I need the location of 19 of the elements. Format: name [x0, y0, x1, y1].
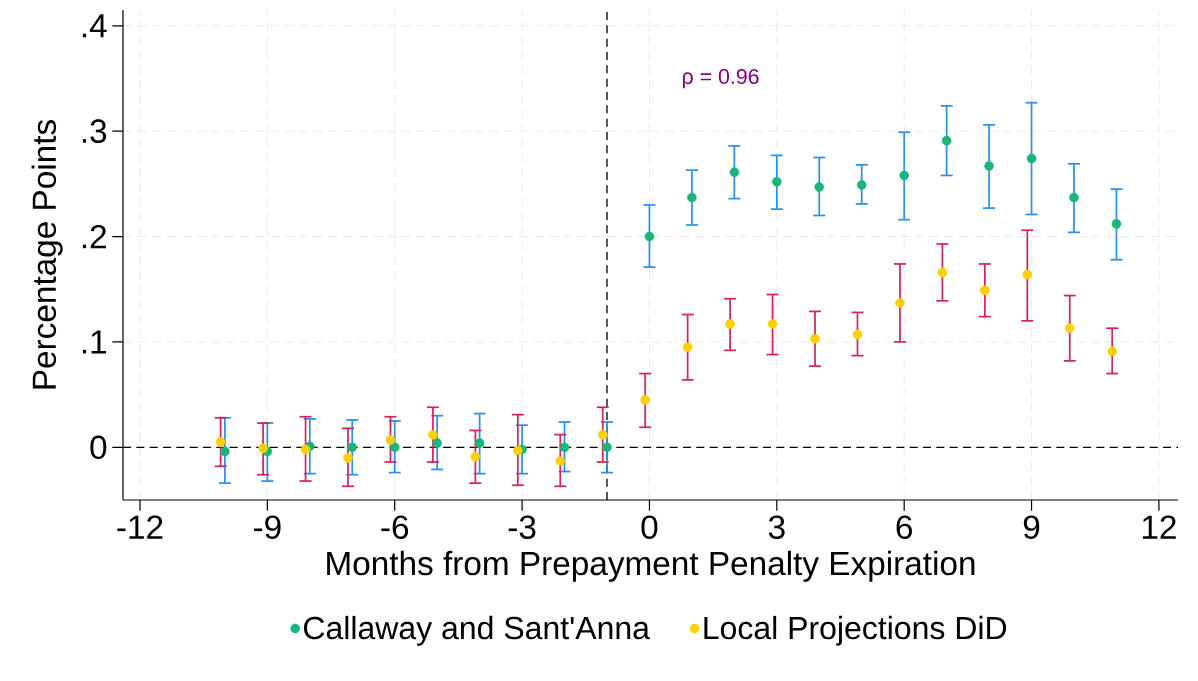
y-tick-label: .3 — [82, 119, 107, 143]
legend-label: Local Projections DiD — [704, 615, 1007, 646]
x-tick-label: 6 — [896, 515, 912, 539]
y-tick-label: 0 — [90, 435, 107, 460]
x-tick-label: 12 — [1142, 515, 1176, 539]
legend-label: Callaway and Sant'Anna — [304, 615, 650, 646]
x-tick-label: -12 — [117, 515, 163, 539]
x-tick-label: -3 — [508, 515, 536, 539]
y-tick-label: .2 — [82, 224, 106, 249]
x-axis-title: Months from Prepayment Penalty Expiration — [327, 550, 975, 582]
x-tick-label: 0 — [641, 515, 658, 539]
y-tick-label: .4 — [82, 14, 107, 38]
annotation: ρ = 0.96 — [682, 68, 759, 89]
x-tick-label: 3 — [768, 515, 785, 539]
y-axis-title: Percentage Points — [31, 120, 63, 389]
x-tick-label: -6 — [381, 515, 409, 539]
y-tick-label: .1 — [82, 330, 107, 354]
x-tick-label: -9 — [254, 515, 281, 539]
x-tick-label: 9 — [1023, 515, 1040, 539]
